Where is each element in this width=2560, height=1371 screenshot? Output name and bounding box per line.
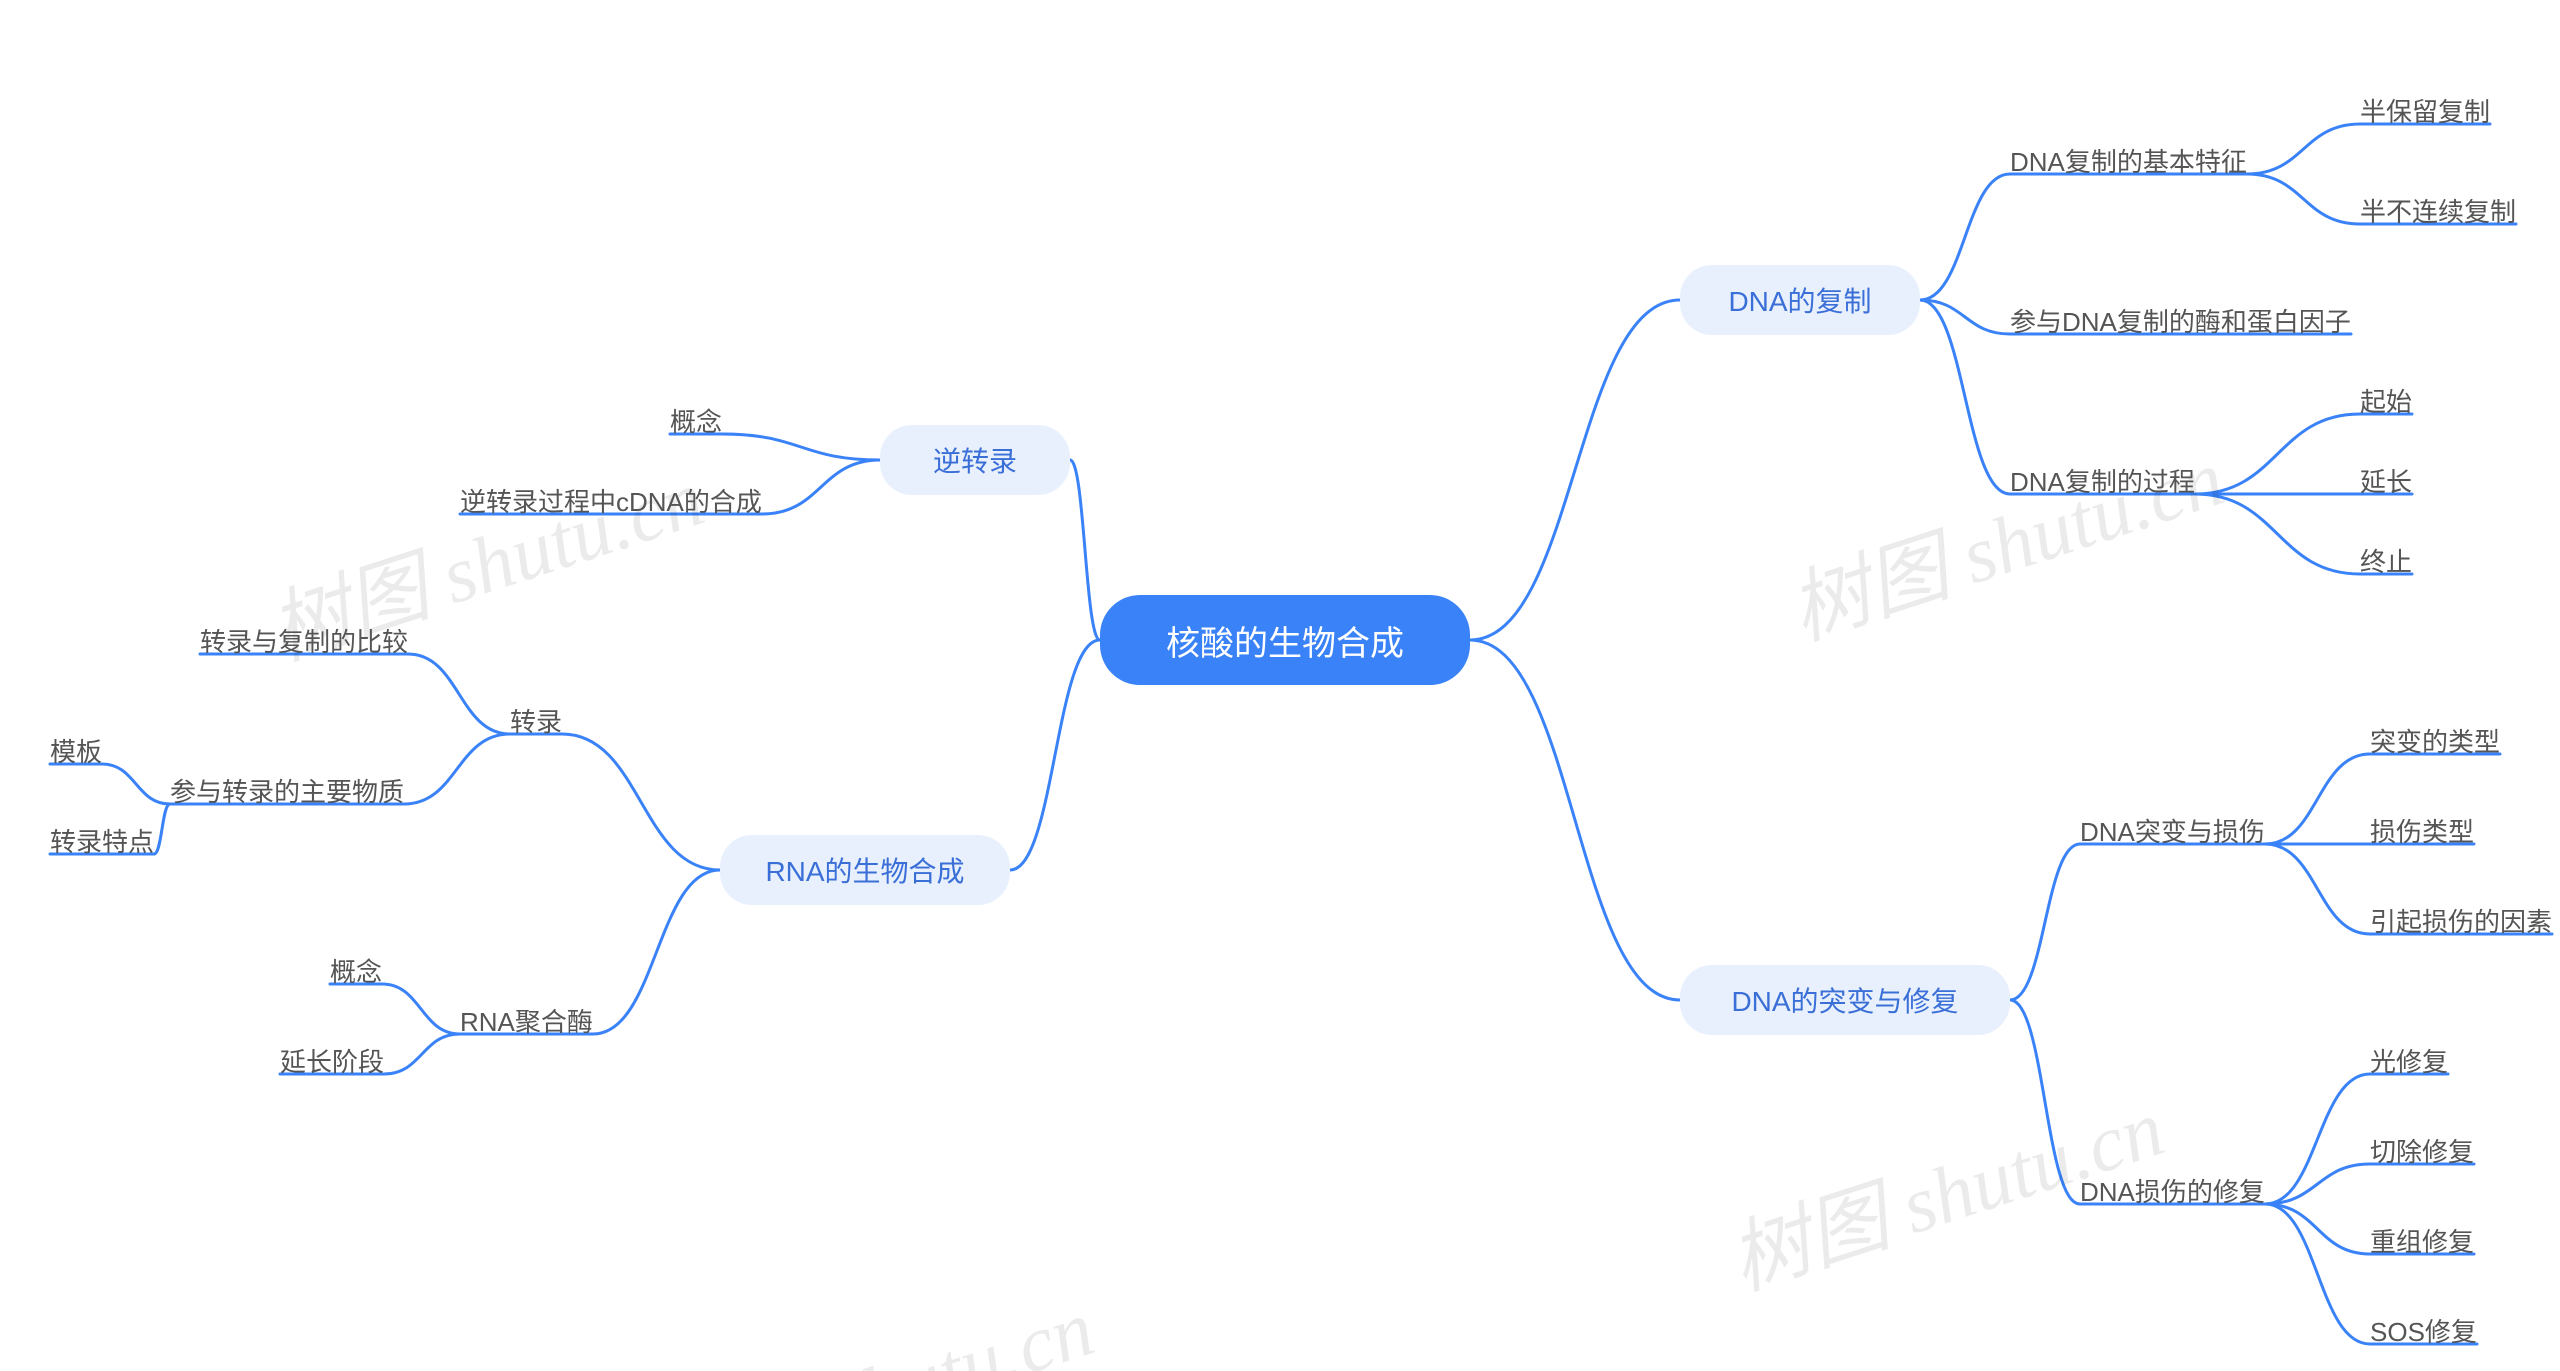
node-rt-concept[interactable]: 概念 [670,400,722,440]
node-rna-poly[interactable]: RNA聚合酶 [460,1000,593,1040]
node-excise[interactable]: 切除修复 [2370,1130,2474,1170]
watermark: 树图 shutu.cn [643,1263,1106,1371]
node-template[interactable]: 模板 [50,730,102,770]
node-dna-dmg-rep[interactable]: DNA损伤的修复 [2080,1170,2265,1210]
node-dmg-type[interactable]: 损伤类型 [2370,810,2474,850]
node-recomb[interactable]: 重组修复 [2370,1220,2474,1260]
node-semi-disc[interactable]: 半不连续复制 [2360,190,2516,230]
node-init[interactable]: 起始 [2360,380,2412,420]
root-node[interactable]: 核酸的生物合成 [1100,595,1470,685]
node-dna-mut-dmg[interactable]: DNA突变与损伤 [2080,810,2265,850]
mindmap-canvas: 核酸的生物合成树图 shutu.cn树图 shutu.cn树图 shutu.cn… [0,0,2560,1371]
node-transcription[interactable]: 转录 [510,700,562,740]
edge-layer [0,0,2560,1371]
node-term[interactable]: 终止 [2360,540,2412,580]
branch-rev-trans[interactable]: 逆转录 [880,425,1070,495]
node-dmg-cause[interactable]: 引起损伤的因素 [2370,900,2552,940]
node-sos[interactable]: SOS修复 [2370,1310,2477,1350]
watermark: 树图 shutu.cn [1773,413,2236,662]
node-elong[interactable]: 延长 [2360,460,2412,500]
node-trans-comp[interactable]: 转录与复制的比较 [200,620,408,660]
node-poly-concept[interactable]: 概念 [330,950,382,990]
node-photo[interactable]: 光修复 [2370,1040,2448,1080]
branch-rna-bio[interactable]: RNA的生物合成 [720,835,1010,905]
node-mut-type[interactable]: 突变的类型 [2370,720,2500,760]
node-dna-rep-enz[interactable]: 参与DNA复制的酶和蛋白因子 [2010,300,2351,340]
node-dna-rep-feat[interactable]: DNA复制的基本特征 [2010,140,2247,180]
node-dna-rep-proc[interactable]: DNA复制的过程 [2010,460,2195,500]
node-poly-elong[interactable]: 延长阶段 [280,1040,384,1080]
node-semi-cons[interactable]: 半保留复制 [2360,90,2490,130]
branch-dna-rep[interactable]: DNA的复制 [1680,265,1920,335]
node-trans-mat[interactable]: 参与转录的主要物质 [170,770,404,810]
node-trans-feat[interactable]: 转录特点 [50,820,154,860]
branch-dna-mut[interactable]: DNA的突变与修复 [1680,965,2010,1035]
node-rt-cdna[interactable]: 逆转录过程中cDNA的合成 [460,480,762,520]
